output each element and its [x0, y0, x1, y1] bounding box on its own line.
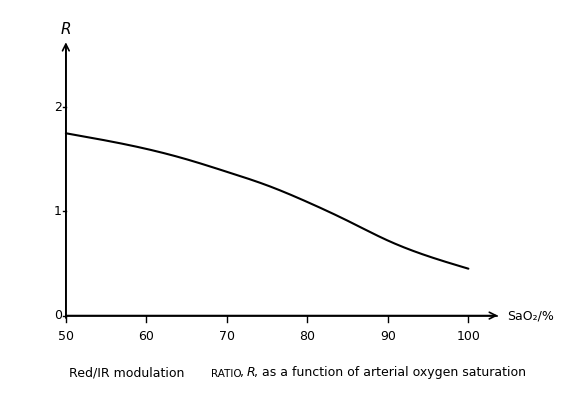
Text: RATIO: RATIO: [211, 369, 242, 379]
Text: R: R: [61, 23, 71, 38]
Text: 0: 0: [54, 309, 62, 322]
Text: , as a function of arterial oxygen saturation: , as a function of arterial oxygen satur…: [254, 366, 527, 379]
Text: 60: 60: [138, 330, 154, 343]
Text: 1: 1: [54, 205, 62, 218]
Text: R: R: [247, 366, 255, 379]
Text: Red/IR modulation: Red/IR modulation: [69, 366, 189, 379]
Text: 50: 50: [58, 330, 74, 343]
Text: SaO₂/%: SaO₂/%: [507, 309, 554, 322]
Text: 100: 100: [457, 330, 480, 343]
Text: 70: 70: [219, 330, 235, 343]
Text: ,: ,: [240, 366, 248, 379]
Text: 80: 80: [299, 330, 316, 343]
Text: 2: 2: [54, 101, 62, 114]
Text: 90: 90: [380, 330, 396, 343]
